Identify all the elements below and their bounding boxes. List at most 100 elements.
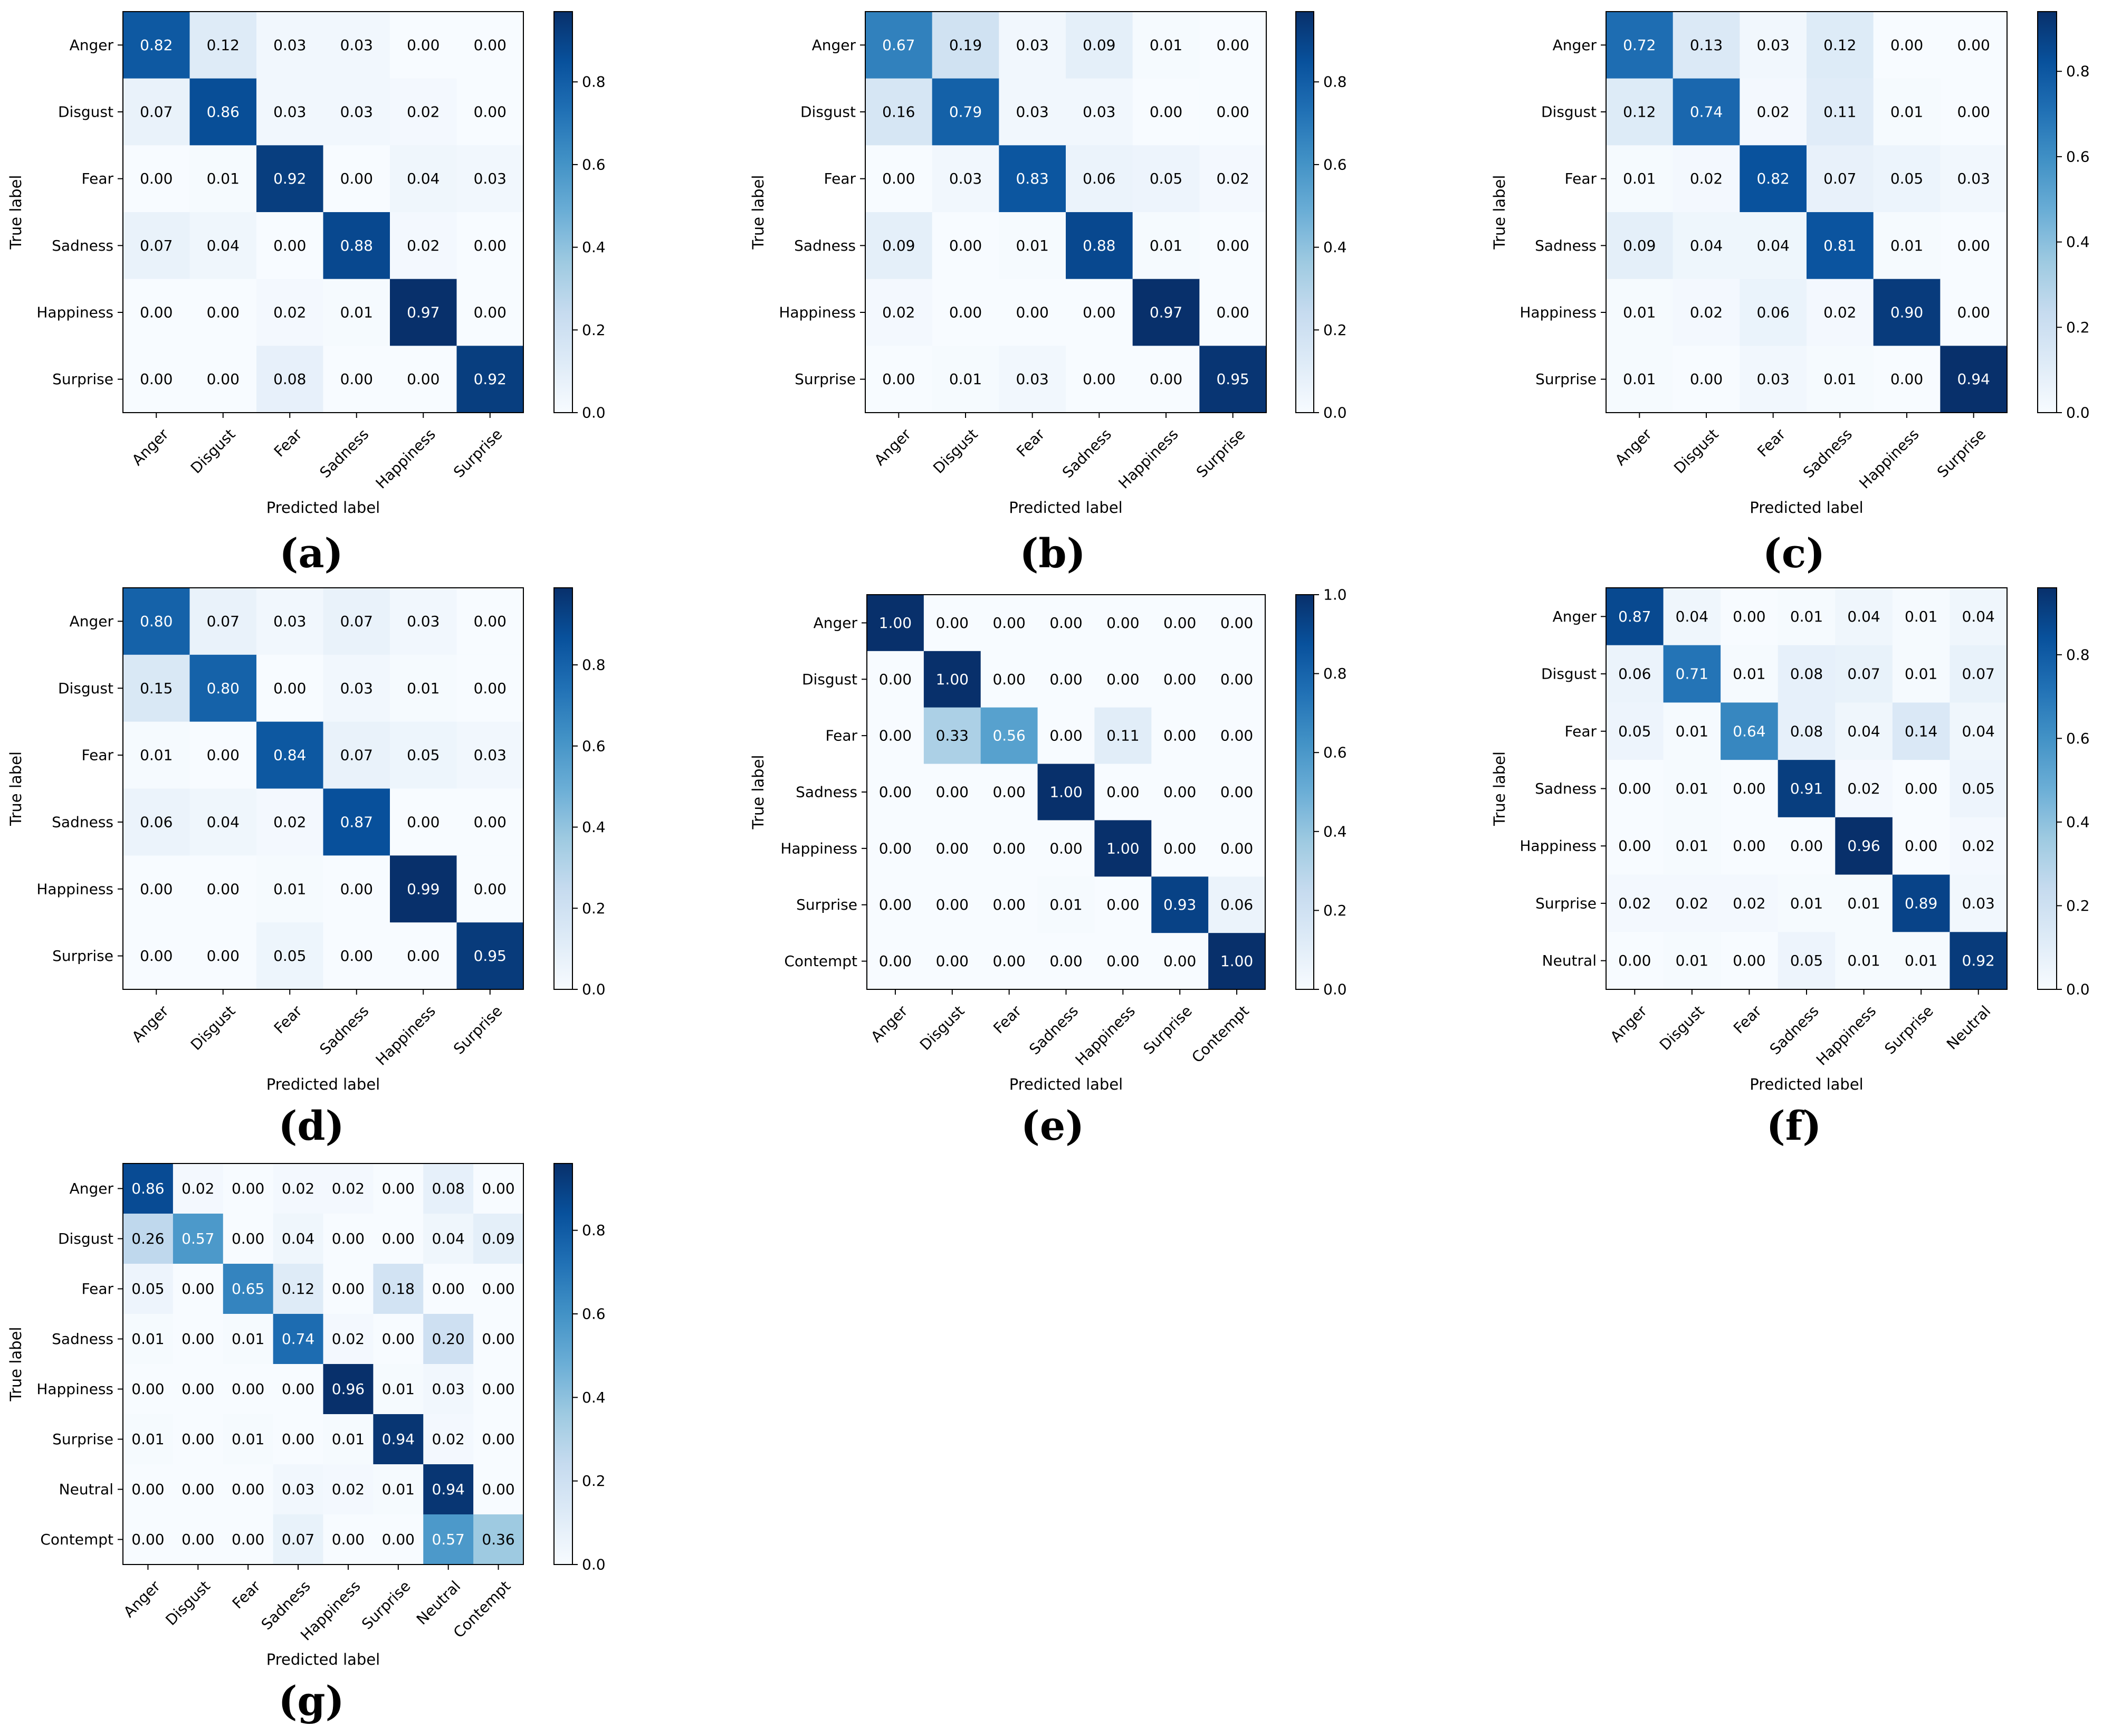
cell-value-label: 0.00 <box>879 840 912 857</box>
cell-value-label: 1.00 <box>879 614 912 632</box>
heatmap-cell <box>923 707 981 765</box>
heatmap-cell <box>223 1364 274 1415</box>
heatmap-cell <box>373 1264 424 1314</box>
cell-value-label: 0.00 <box>340 170 373 187</box>
cell-value-label: 1.00 <box>1106 840 1139 857</box>
cell-value-label: 0.00 <box>340 370 373 388</box>
heatmap-cell <box>1892 874 1951 932</box>
heatmap-cell <box>1721 874 1779 932</box>
heatmap-cell <box>323 279 390 346</box>
heatmap-cell <box>373 1414 424 1465</box>
cell-value-label: 0.00 <box>882 170 915 187</box>
heatmap-cell <box>1606 346 1674 413</box>
heatmap-cell <box>1892 645 1951 703</box>
heatmap-cell <box>390 855 457 923</box>
heatmap-cell <box>423 1264 474 1314</box>
colorbar <box>553 587 573 990</box>
x-tick-label: Surprise <box>1140 1002 1196 1057</box>
heatmap-cell <box>256 78 324 146</box>
heatmap-cell <box>323 855 390 923</box>
heatmap-cell <box>1132 279 1200 346</box>
colorbar-tick-label: 0.4 <box>2066 233 2090 251</box>
cell-value-label: 0.05 <box>131 1280 164 1298</box>
cell-value-label: 0.01 <box>1676 780 1708 797</box>
x-tick-label: Disgust <box>916 1002 968 1054</box>
cell-value-label: 0.94 <box>1957 370 1990 388</box>
cell-value-label: 0.02 <box>882 304 915 321</box>
cell-value-label: 0.00 <box>474 813 507 831</box>
cell-value-label: 0.80 <box>207 680 240 697</box>
y-tick-label: Happiness <box>36 880 113 898</box>
cell-value-label: 0.02 <box>273 304 306 321</box>
heatmap-cell <box>1673 346 1740 413</box>
heatmap-cell <box>867 651 924 708</box>
heatmap-cell <box>1835 817 1893 875</box>
colorbar-tick-label: 0.0 <box>2066 981 2090 998</box>
confusion-matrix-panel: 0.80 0.07 0.03 0.07 0.03 0.00 0.15 0.80 0.00 0.03… <box>7 587 606 1149</box>
heatmap-cell <box>323 346 390 413</box>
cell-value-label: 0.00 <box>181 1430 214 1448</box>
x-tick-label: Fear <box>271 1002 305 1037</box>
heatmap-cell <box>1094 651 1152 708</box>
y-tick-label: Fear <box>82 170 114 187</box>
confusion-matrix-panel: 0.86 0.02 0.00 0.02 0.02 0.00 0.08 0.00 0.26 0.57… <box>7 1163 606 1724</box>
heatmap-cell <box>1199 346 1267 413</box>
cell-value-label: 0.07 <box>140 237 173 254</box>
cell-value-label: 0.01 <box>340 304 373 321</box>
cell-value-label: 0.00 <box>936 952 969 970</box>
heatmap-cell <box>1663 645 1721 703</box>
heatmap-cell <box>1740 145 1807 213</box>
y-tick-label: Happiness <box>36 1380 113 1398</box>
heatmap-cell <box>1037 764 1095 821</box>
cell-value-label: 0.00 <box>474 680 507 697</box>
heatmap-cell <box>1807 279 1874 346</box>
cell-value-label: 0.01 <box>232 1430 264 1448</box>
colorbar-tick-label: 0.0 <box>582 1556 606 1573</box>
heatmap-cell <box>865 78 933 146</box>
cell-value-label: 0.87 <box>340 813 373 831</box>
cell-value-label: 0.01 <box>273 880 306 898</box>
heatmap-cell <box>456 12 524 79</box>
cell-value-label: 0.00 <box>936 896 969 913</box>
cell-value-label: 0.00 <box>332 1280 365 1298</box>
x-tick-label: Surprise <box>1881 1002 1936 1057</box>
cell-value-label: 0.00 <box>992 840 1025 857</box>
cell-value-label: 0.01 <box>131 1330 164 1348</box>
x-tick-label: Happiness <box>372 1002 439 1069</box>
heatmap-cell <box>1950 702 2008 760</box>
cell-value-label: 0.00 <box>1220 727 1253 745</box>
heatmap-cell <box>273 1364 324 1415</box>
y-axis-label: True label <box>7 1327 25 1402</box>
heatmap-cell <box>867 595 924 652</box>
cell-value-label: 0.01 <box>1790 894 1823 912</box>
heatmap-cell <box>323 788 390 856</box>
cell-value-label: 0.91 <box>1790 780 1823 797</box>
y-tick-label: Surprise <box>1535 894 1597 912</box>
cell-value-label: 0.00 <box>332 1230 365 1247</box>
colorbar-tick-label: 0.6 <box>582 1305 606 1323</box>
y-tick-label: Fear <box>1565 722 1597 740</box>
colorbar-tick-label: 0.0 <box>582 404 606 422</box>
x-tick-label: Sadness <box>1059 425 1115 481</box>
cell-value-label: 0.07 <box>282 1531 314 1548</box>
cell-value-label: 0.00 <box>1733 837 1765 855</box>
colorbar-tick-label: 0.4 <box>582 1389 606 1406</box>
cell-value-label: 0.00 <box>1220 784 1253 801</box>
heatmap-cell <box>1037 707 1095 765</box>
cell-value-label: 0.00 <box>131 1481 164 1498</box>
cell-value-label: 0.04 <box>207 813 240 831</box>
cell-value-label: 0.00 <box>1083 370 1115 388</box>
heatmap-cell <box>865 346 933 413</box>
x-tick-label: Fear <box>229 1577 264 1612</box>
cell-value-label: 0.02 <box>1618 894 1651 912</box>
cell-value-label: 0.00 <box>1163 840 1196 857</box>
cell-value-label: 0.02 <box>332 1330 365 1348</box>
panel-label: (d) <box>278 1102 344 1149</box>
cell-value-label: 0.80 <box>140 613 173 630</box>
cell-value-label: 0.03 <box>949 170 982 187</box>
heatmap-cell <box>1892 817 1951 875</box>
heatmap-cell <box>999 145 1066 213</box>
heatmap-cell <box>323 145 390 213</box>
cell-value-label: 0.00 <box>1957 103 1990 121</box>
cell-value-label: 0.15 <box>140 680 173 697</box>
